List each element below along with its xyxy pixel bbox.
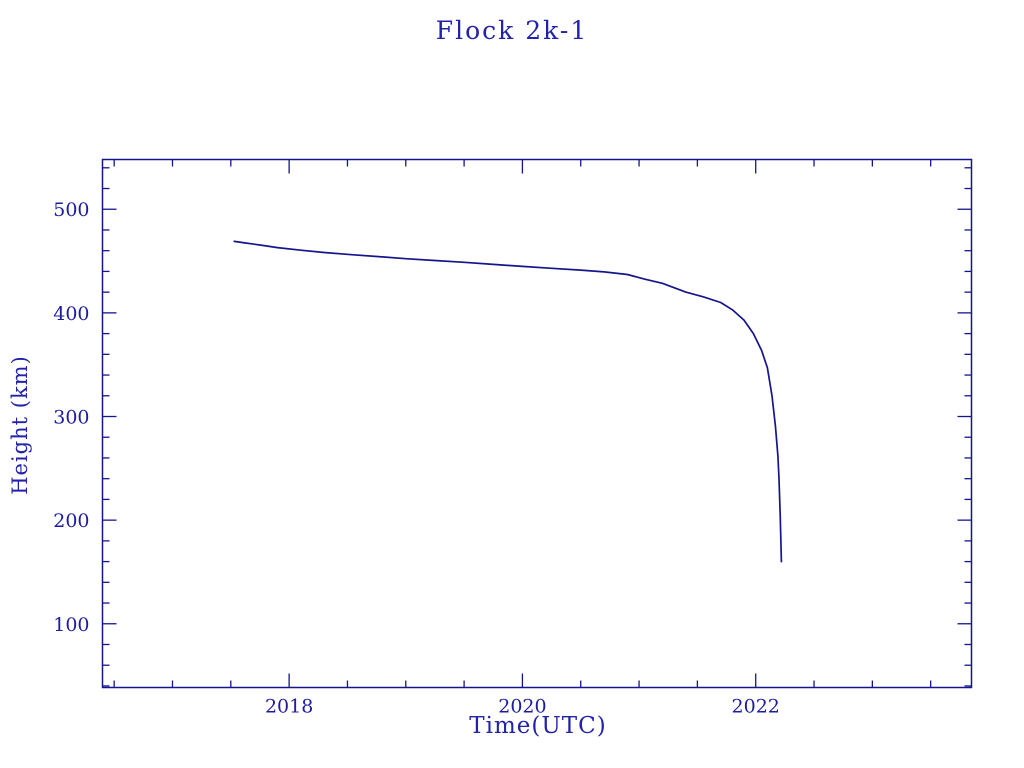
x-tick-label: 2018 <box>265 696 313 718</box>
y-tick-label: 400 <box>53 303 89 325</box>
x-tick-label: 2022 <box>732 696 780 718</box>
y-tick-label: 100 <box>53 614 89 636</box>
decay-curve <box>233 240 783 563</box>
y-tick-label: 300 <box>53 407 89 429</box>
x-tick-label: 2020 <box>498 696 546 718</box>
x-axis-label: Time(UTC) <box>469 713 607 739</box>
chart-title: Flock 2k-1 <box>435 16 589 45</box>
y-tick-label: 500 <box>53 199 89 221</box>
plot-border <box>101 158 973 689</box>
y-tick-label: 200 <box>53 510 89 532</box>
